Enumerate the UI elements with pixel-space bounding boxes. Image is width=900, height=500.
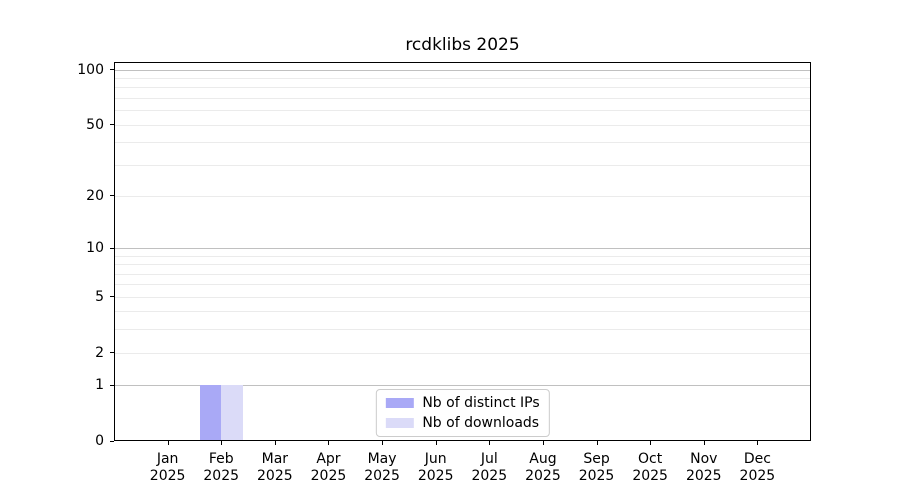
x-tick-month: Oct — [638, 451, 663, 467]
y-tick-label-0: 0 — [95, 433, 104, 449]
y-tick-label-2: 2 — [95, 344, 104, 361]
x-tick-jul — [489, 441, 491, 445]
gridline-minor-30 — [115, 164, 810, 166]
y-tick-50 — [110, 124, 114, 126]
x-tick-month: Sep — [583, 451, 610, 467]
y-tick-label-100: 100 — [77, 61, 104, 78]
legend-swatch-downloads — [385, 418, 414, 428]
bar-nb-of-distinct-ips-feb — [199, 385, 222, 440]
x-tick-year: 2025 — [739, 468, 776, 484]
y-tick-label-10: 10 — [86, 240, 104, 257]
x-tick-label-nov: Nov 2025 — [672, 451, 736, 485]
x-tick-label-jun: Jun 2025 — [404, 451, 468, 485]
x-tick-month: Nov — [690, 451, 718, 467]
x-tick-sep — [596, 441, 598, 445]
gridline-major-100 — [115, 69, 810, 71]
legend-label-downloads: Nb of downloads — [422, 415, 540, 431]
x-tick-nov — [703, 441, 705, 445]
x-tick-apr — [328, 441, 330, 445]
bars-layer — [115, 63, 810, 440]
gridline-minor-20 — [115, 195, 810, 197]
legend-swatch-distinct-ips — [385, 398, 414, 408]
gridline-major-1 — [115, 385, 810, 387]
gridline-major-10 — [115, 248, 810, 250]
x-tick-label-oct: Oct 2025 — [618, 451, 682, 485]
gridline-minor-4 — [115, 311, 810, 313]
x-tick-may — [382, 441, 384, 445]
y-tick-label-5: 5 — [95, 288, 104, 305]
x-tick-year: 2025 — [578, 468, 615, 484]
chart-title: rcdklibs 2025 — [405, 35, 520, 55]
x-tick-label-jan: Jan 2025 — [136, 451, 200, 485]
x-tick-month: Apr — [316, 451, 341, 467]
legend: Nb of distinct IPs Nb of downloads — [375, 389, 550, 437]
y-tick-2 — [110, 352, 114, 354]
gridline-minor-3 — [115, 329, 810, 331]
y-tick-label-1: 1 — [95, 377, 104, 394]
x-tick-month: Jun — [424, 451, 447, 467]
y-tick-100 — [110, 69, 114, 71]
x-tick-dec — [757, 441, 759, 445]
x-tick-year: 2025 — [203, 468, 240, 484]
legend-item-distinct-ips: Nb of distinct IPs — [385, 395, 540, 411]
x-tick-jun — [435, 441, 437, 445]
gridline-minor-6 — [115, 284, 810, 286]
x-tick-label-jul: Jul 2025 — [457, 451, 521, 485]
x-tick-year: 2025 — [525, 468, 561, 484]
x-tick-month: Dec — [743, 451, 771, 467]
x-tick-month: Feb — [208, 451, 234, 467]
legend-item-downloads: Nb of downloads — [385, 415, 539, 431]
x-tick-label-mar: Mar 2025 — [243, 451, 307, 485]
x-tick-feb — [221, 441, 223, 445]
x-tick-month: Mar — [261, 451, 289, 467]
y-tick-10 — [110, 247, 114, 249]
x-tick-mar — [274, 441, 276, 445]
gridline-minor-70 — [115, 97, 810, 99]
x-tick-label-aug: Aug 2025 — [511, 451, 575, 485]
gridline-minor-8 — [115, 264, 810, 266]
gridline-minor-60 — [115, 110, 810, 112]
gridline-minor-2 — [115, 352, 810, 354]
x-tick-year: 2025 — [632, 468, 668, 484]
x-tick-year: 2025 — [471, 468, 508, 484]
bar-nb-of-downloads-feb — [221, 385, 243, 440]
x-tick-label-dec: Dec 2025 — [725, 451, 789, 485]
x-tick-month: Aug — [529, 451, 557, 467]
y-tick-1 — [110, 384, 114, 386]
legend-label-distinct-ips: Nb of distinct IPs — [422, 395, 540, 411]
x-tick-year: 2025 — [417, 468, 454, 484]
x-tick-month: May — [367, 451, 397, 467]
x-tick-year: 2025 — [364, 468, 400, 484]
y-tick-label-20: 20 — [86, 187, 104, 204]
x-tick-oct — [650, 441, 652, 445]
gridline-minor-90 — [115, 77, 810, 79]
x-tick-aug — [542, 441, 544, 445]
y-tick-label-50: 50 — [86, 116, 104, 133]
x-tick-label-may: May 2025 — [350, 451, 414, 485]
x-tick-year: 2025 — [685, 468, 722, 484]
gridline-minor-80 — [115, 87, 810, 89]
y-tick-0 — [110, 440, 114, 442]
x-tick-year: 2025 — [257, 468, 293, 484]
gridline-minor-9 — [115, 255, 810, 257]
x-tick-year: 2025 — [310, 468, 347, 484]
x-tick-month: Jan — [156, 451, 179, 467]
plot-area: Nb of distinct IPs Nb of downloads — [114, 62, 811, 441]
x-tick-year: 2025 — [149, 468, 186, 484]
x-tick-label-sep: Sep 2025 — [565, 451, 629, 485]
gridline-minor-5 — [115, 296, 810, 298]
x-tick-label-apr: Apr 2025 — [296, 451, 360, 485]
gridline-minor-40 — [115, 142, 810, 144]
x-tick-jan — [167, 441, 169, 445]
gridline-minor-7 — [115, 273, 810, 275]
gridlines-layer — [115, 63, 810, 440]
y-tick-5 — [110, 296, 114, 298]
x-tick-month: Jul — [480, 451, 498, 467]
x-tick-label-feb: Feb 2025 — [189, 451, 253, 485]
gridline-minor-50 — [115, 124, 810, 126]
y-tick-20 — [110, 195, 114, 197]
